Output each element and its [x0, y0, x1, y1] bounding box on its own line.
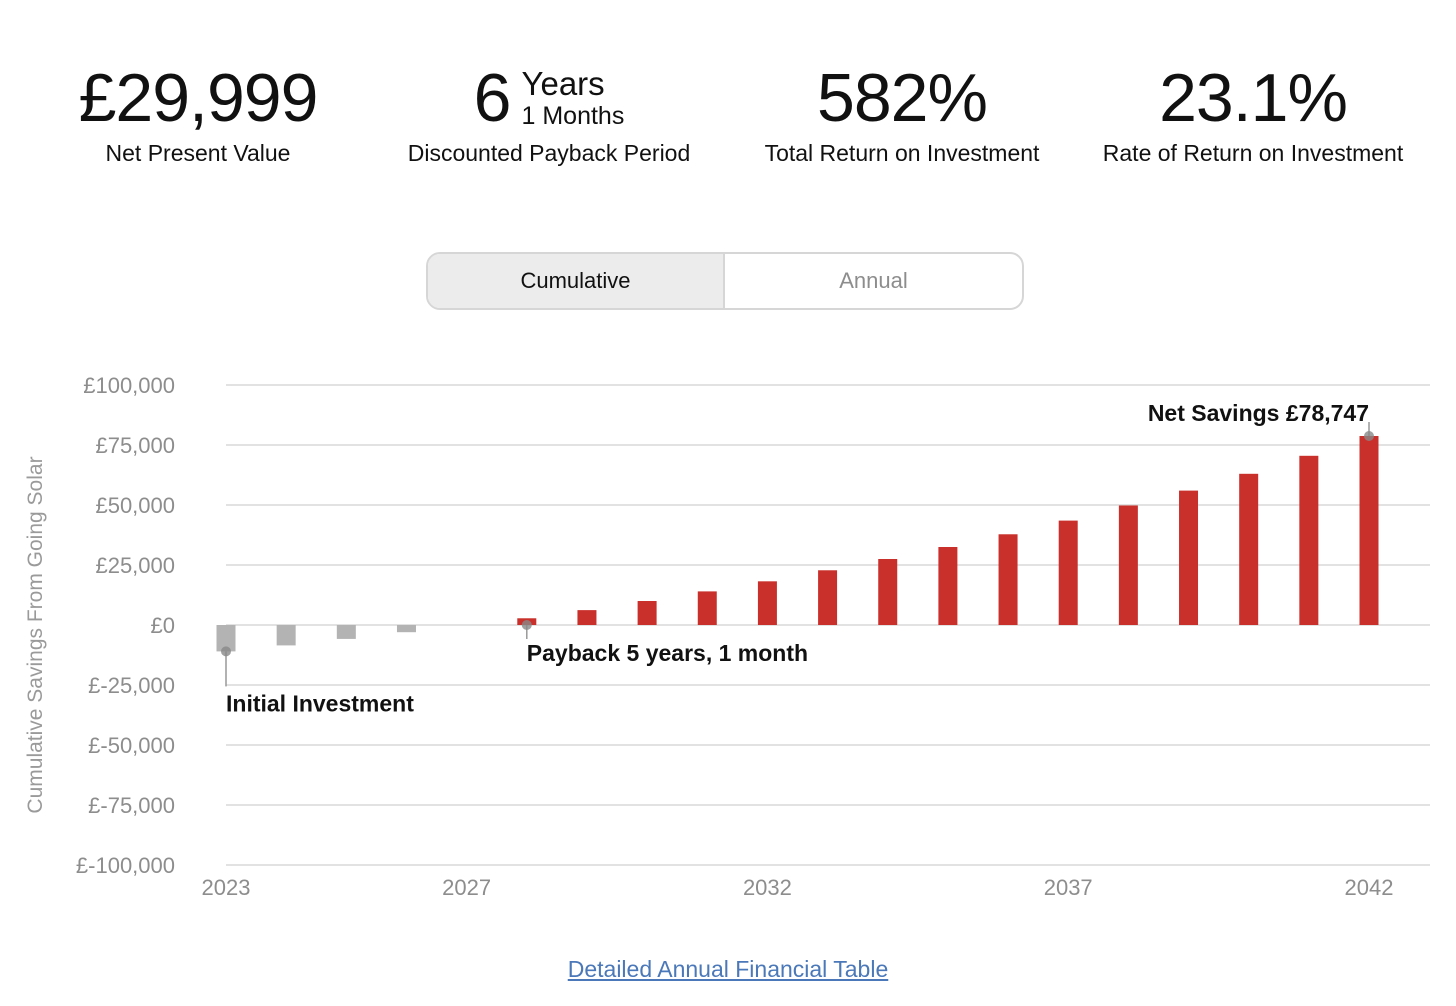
bar [216, 625, 236, 652]
bar [637, 601, 657, 625]
bar [1179, 490, 1199, 625]
x-tick-label: 2037 [1044, 875, 1093, 900]
bar [1239, 473, 1259, 625]
total-return-label: Total Return on Investment [764, 140, 1040, 166]
annotation-marker [521, 620, 532, 630]
x-tick-label: 2042 [1345, 875, 1394, 900]
payback-units: Years 1 Months [521, 58, 625, 131]
total-return-stat: 582% Total Return on Investment [732, 58, 1072, 167]
y-axis-label: Cumulative Savings From Going Solar [24, 456, 47, 813]
x-tick-label: 2027 [442, 875, 491, 900]
bar [818, 570, 838, 625]
summary-stats: £29,999 Net Present Value 6 Years 1 Months… [0, 58, 1456, 178]
bar [938, 547, 958, 625]
total-return-value: 582% [817, 60, 988, 136]
payback-years-number: 6 [473, 60, 512, 136]
rate-return-label: Rate of Return on Investment [1102, 140, 1404, 166]
payback-label: Discounted Payback Period [407, 140, 691, 166]
bar [1118, 505, 1138, 625]
annotation-net-savings: Net Savings £78,747 [1148, 400, 1369, 426]
payback-value: 6 Years 1 Months [474, 58, 625, 138]
annotation-payback: Payback 5 years, 1 month [527, 640, 808, 666]
y-tick-label: £-25,000 [88, 673, 175, 698]
x-tick-label: 2032 [743, 875, 792, 900]
y-tick-label: £-75,000 [88, 793, 175, 818]
payback-months: 1 Months [521, 102, 625, 130]
payback-stat: 6 Years 1 Months Discounted Payback Period [379, 58, 719, 167]
toggle-annual-button[interactable]: Annual [839, 268, 908, 293]
bar [1359, 436, 1379, 625]
view-toggle: Cumulative Annual [426, 252, 1024, 310]
y-tick-label: £0 [151, 613, 175, 638]
bar [276, 625, 296, 646]
npv-label: Net Present Value [105, 140, 291, 166]
bar [396, 625, 416, 633]
bar [757, 581, 777, 625]
bar [1058, 520, 1078, 625]
bar [336, 625, 356, 639]
bar [577, 610, 597, 625]
y-tick-label: £-50,000 [88, 733, 175, 758]
y-tick-label: £-100,000 [76, 853, 175, 878]
bar [878, 559, 898, 625]
bar [697, 591, 717, 625]
rate-return-stat: 23.1% Rate of Return on Investment [1083, 58, 1423, 167]
annotation-marker [1364, 431, 1374, 442]
footer-link-wrap: Detailed Annual Financial Table [0, 956, 1456, 983]
toggle-cumulative-button[interactable]: Cumulative [428, 254, 725, 308]
x-tick-label: 2023 [202, 875, 251, 900]
y-tick-label: £75,000 [95, 433, 175, 458]
annotation-marker [221, 646, 231, 657]
y-tick-label: £100,000 [83, 373, 175, 398]
payback-years-unit: Years [521, 65, 605, 102]
bar [1299, 455, 1319, 625]
npv-value: £29,999 [78, 60, 319, 136]
cumulative-savings-chart: £100,000 £75,000 £50,000 £25,000 £0 £-25,000 £… [24, 373, 1430, 900]
rate-return-value: 23.1% [1159, 60, 1348, 136]
annotation-initial-investment: Initial Investment [226, 690, 414, 716]
detailed-table-link[interactable]: Detailed Annual Financial Table [567, 956, 889, 982]
npv-stat: £29,999 Net Present Value [28, 58, 368, 167]
bar [998, 534, 1018, 625]
y-tick-label: £25,000 [95, 553, 175, 578]
y-tick-label: £50,000 [95, 493, 175, 518]
